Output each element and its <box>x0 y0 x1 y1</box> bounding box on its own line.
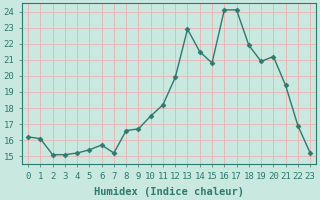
X-axis label: Humidex (Indice chaleur): Humidex (Indice chaleur) <box>94 186 244 197</box>
